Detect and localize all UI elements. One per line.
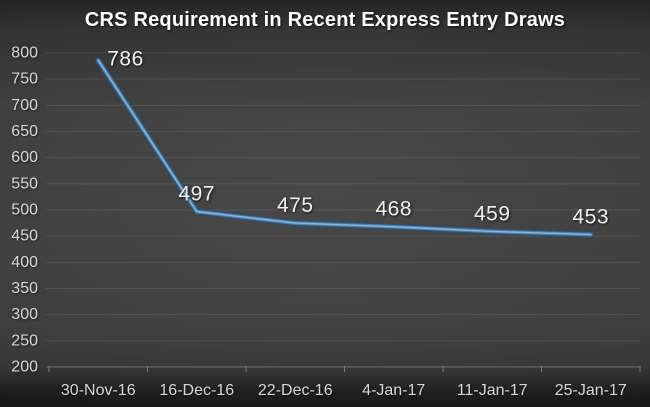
x-axis-tick-label: 16-Dec-16 (159, 382, 234, 399)
y-axis-tick-label: 300 (11, 306, 38, 323)
y-axis-tick-label: 450 (11, 228, 38, 245)
y-axis-tick-label: 550 (11, 175, 38, 192)
y-axis-tick-label: 700 (11, 97, 38, 114)
y-axis-tick-label: 600 (11, 149, 38, 166)
y-axis-tick-label: 500 (11, 202, 38, 219)
x-axis-tick-label: 11-Jan-17 (457, 382, 528, 399)
data-point-label: 497 (178, 183, 215, 206)
y-axis-tick-label: 350 (11, 280, 38, 297)
y-axis-tick-label: 650 (11, 123, 38, 140)
x-axis-tick-label: 4-Jan-17 (362, 382, 425, 399)
series-line (96, 58, 593, 237)
x-axis-tick-label: 30-Nov-16 (61, 382, 136, 399)
chart-title: CRS Requirement in Recent Express Entry … (84, 9, 566, 31)
data-point-label: 475 (277, 194, 314, 217)
x-axis-tick-label: 22-Dec-16 (258, 382, 333, 399)
y-axis-tick-label: 800 (11, 45, 38, 62)
data-point-label: 786 (107, 47, 144, 70)
data-point-label: 453 (572, 206, 609, 229)
y-axis-tick-label: 400 (11, 254, 38, 271)
series-line (95, 57, 594, 238)
series-line (97, 59, 592, 236)
y-axis-tick-label: 250 (11, 332, 38, 349)
x-axis-tick-label: 25-Jan-17 (555, 382, 627, 399)
y-axis-tick-label: 200 (11, 359, 38, 376)
data-point-label: 468 (375, 198, 412, 221)
data-point-label: 459 (474, 202, 511, 225)
y-axis-tick-label: 750 (11, 71, 38, 88)
